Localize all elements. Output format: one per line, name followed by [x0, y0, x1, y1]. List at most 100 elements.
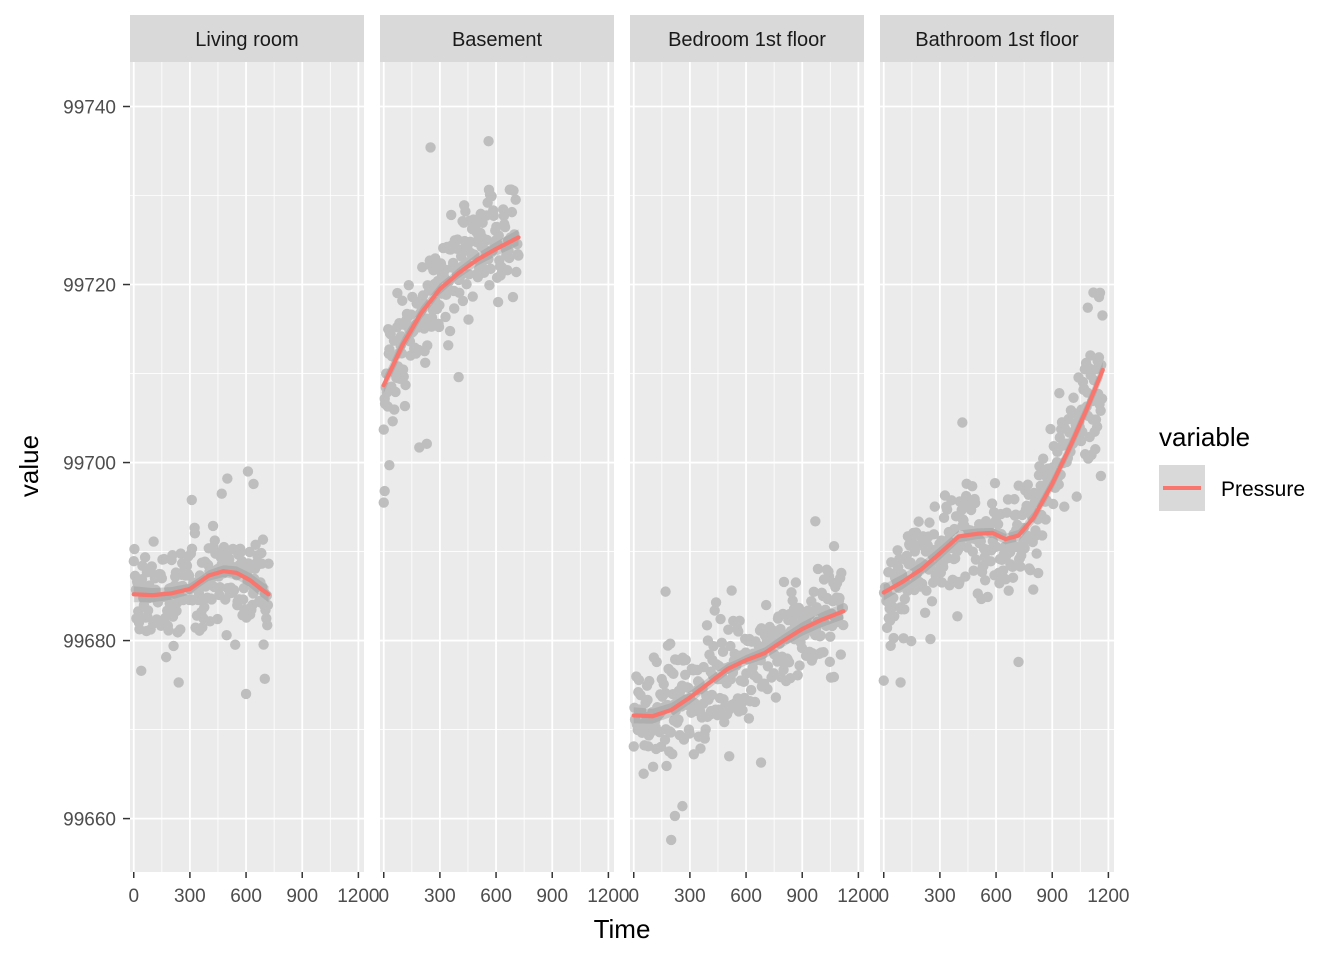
data-point	[808, 586, 820, 598]
data-point	[706, 689, 718, 701]
data-point	[790, 577, 802, 588]
x-tick-label: 600	[480, 886, 512, 907]
smooth-line	[381, 235, 521, 388]
data-point	[838, 619, 849, 631]
facet-strip	[130, 15, 364, 62]
data-point	[665, 727, 677, 738]
data-point	[760, 599, 772, 611]
x-tick-label: 1200	[1087, 886, 1129, 907]
data-point	[235, 546, 246, 558]
data-point	[1096, 393, 1108, 404]
facet-panel: Bathroom 1st floor 0 300 600 900 1200	[878, 15, 1130, 907]
data-point	[700, 724, 711, 735]
data-point	[460, 206, 471, 217]
data-point	[148, 536, 159, 547]
data-point	[926, 596, 938, 607]
data-point	[378, 424, 389, 435]
x-tick-label: 600	[230, 886, 262, 907]
data-point	[258, 639, 269, 650]
data-point	[668, 668, 679, 679]
data-point	[1059, 501, 1070, 512]
data-point	[228, 585, 240, 596]
data-point	[146, 561, 158, 572]
data-point	[628, 741, 639, 752]
data-point	[513, 250, 524, 261]
panel-background	[880, 62, 1114, 872]
data-point	[783, 657, 795, 668]
data-point	[446, 209, 457, 221]
data-point	[715, 613, 726, 625]
data-point	[216, 488, 227, 499]
data-point	[248, 478, 259, 490]
data-point	[1071, 491, 1082, 502]
data-point	[422, 340, 433, 351]
data-point	[173, 677, 184, 688]
data-point	[507, 291, 519, 303]
data-point	[946, 495, 957, 506]
data-point	[665, 638, 676, 649]
data-point	[262, 599, 274, 611]
data-point	[389, 404, 400, 415]
data-point	[1040, 514, 1051, 525]
x-tick-label: 900	[1036, 886, 1068, 907]
legend-title: variable	[1159, 422, 1250, 452]
data-point	[1038, 453, 1049, 464]
data-point	[924, 517, 935, 528]
data-point	[745, 684, 757, 696]
data-point	[970, 554, 982, 565]
data-point	[168, 640, 179, 652]
facet-strip-label: Bedroom 1st floor	[668, 29, 826, 51]
facet-strip	[880, 15, 1114, 62]
data-point	[982, 591, 993, 603]
data-point	[256, 547, 267, 559]
y-tick-label: 99660	[63, 810, 116, 831]
data-point	[835, 649, 847, 660]
data-point	[738, 676, 750, 688]
data-point	[1013, 656, 1024, 668]
data-point	[1007, 572, 1019, 583]
data-point	[440, 311, 451, 323]
data-point	[708, 641, 719, 652]
data-point	[659, 734, 671, 746]
data-point	[250, 539, 261, 551]
x-tick-label: 1200	[337, 886, 379, 907]
data-point	[214, 581, 226, 593]
data-point	[669, 810, 681, 822]
data-point	[485, 263, 496, 275]
data-point	[778, 664, 789, 676]
data-point	[960, 490, 972, 502]
data-point	[925, 633, 936, 645]
data-point	[504, 252, 515, 264]
data-point	[257, 534, 269, 545]
data-point	[463, 269, 475, 280]
data-point	[818, 647, 829, 658]
data-point	[724, 751, 735, 762]
data-point	[181, 560, 193, 572]
data-point	[937, 561, 949, 573]
x-tick-label: 0	[128, 886, 139, 907]
data-point	[259, 673, 270, 685]
data-point	[997, 565, 1009, 576]
data-point	[392, 287, 403, 299]
data-point	[129, 543, 140, 555]
data-point	[498, 210, 510, 222]
data-point	[834, 592, 845, 604]
data-point	[486, 191, 497, 202]
data-point	[262, 619, 273, 631]
data-point	[949, 523, 960, 535]
legend: variable Pressure	[1159, 422, 1305, 511]
data-point	[199, 601, 210, 613]
data-point	[163, 625, 174, 636]
data-point	[420, 357, 431, 368]
data-point	[734, 615, 745, 627]
y-tick-label: 99720	[63, 276, 116, 297]
data-point	[957, 417, 968, 428]
x-tick-label: 900	[286, 886, 318, 907]
data-point	[810, 516, 821, 527]
x-axis-title: Time	[594, 914, 651, 944]
data-point	[755, 757, 767, 768]
data-point	[677, 800, 688, 812]
data-point	[665, 834, 677, 846]
data-point	[508, 185, 519, 196]
data-point	[815, 630, 826, 641]
